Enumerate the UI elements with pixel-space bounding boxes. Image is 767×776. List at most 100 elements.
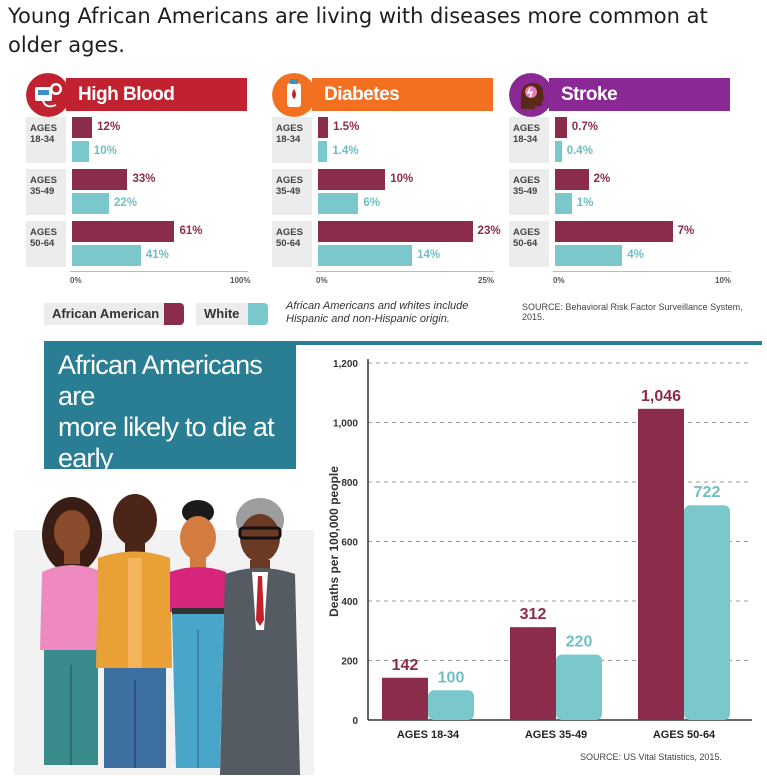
panel-title: Diabetes <box>312 78 493 111</box>
callout-line: African Americans are <box>58 350 263 411</box>
x-category-label: AGES 50-64 <box>653 729 716 741</box>
bar-white <box>428 690 474 720</box>
bar-value-label: 1.4% <box>332 145 359 157</box>
origin-note-line: Hispanic and non-Hispanic origin. <box>286 313 450 325</box>
person-woman-pink <box>40 497 104 765</box>
bar-value-label: 100 <box>438 669 465 686</box>
y-tick-label: 600 <box>341 538 358 549</box>
bar-value-label: 2% <box>593 173 611 185</box>
age-label-line: 50-64 <box>513 238 538 249</box>
x-category-label: AGES 35-49 <box>525 729 587 741</box>
panel-header: High Blood Pressure <box>26 73 247 138</box>
person-man-orange <box>96 494 172 768</box>
age-label: AGES 18-34 <box>272 117 312 163</box>
high-blood-pressure-panel: High Blood Pressure 0% 100% AGES 18-34 12%… <box>22 66 251 286</box>
bar-value-label: 23% <box>477 225 501 237</box>
bar-value-label: 220 <box>566 634 593 651</box>
bar-african-american <box>510 627 556 720</box>
bar-value-label: 14% <box>417 249 441 261</box>
bar-white <box>318 193 359 214</box>
axis-line <box>316 271 494 272</box>
bar-white <box>555 245 623 266</box>
axis-line <box>70 271 248 272</box>
panel-header: Stroke <box>509 73 730 117</box>
y-tick-label: 1,200 <box>333 359 358 370</box>
age-label-line: 35-49 <box>513 186 538 197</box>
bar-value-label: 4% <box>627 249 644 261</box>
bar-value-label: 142 <box>392 657 419 674</box>
bar-african-american <box>555 169 589 190</box>
panel-title: Stroke <box>549 78 730 111</box>
people-illustration <box>40 494 300 775</box>
age-label-line: 50-64 <box>276 238 301 249</box>
bar-white <box>72 245 141 266</box>
bar-african-american <box>638 408 684 720</box>
legend-white-swatch <box>248 303 268 325</box>
callout-box: African Americans are more likely to die… <box>44 345 296 535</box>
axis-max-label: 100% <box>230 276 251 285</box>
age-label-line: AGES <box>30 175 57 186</box>
bar-white <box>555 141 562 162</box>
bar-african-american <box>555 221 673 242</box>
age-label-line: AGES <box>513 175 540 186</box>
headline: Young African Americans are living with … <box>8 4 708 57</box>
axis-max-label: 10% <box>715 276 732 285</box>
bar-value-label: 722 <box>694 484 721 501</box>
y-tick-label: 1,000 <box>333 419 358 430</box>
age-label-line: 35-49 <box>30 186 55 197</box>
age-label-line: AGES <box>513 227 540 238</box>
callout-line: more likely to die at early <box>58 412 275 473</box>
bar-white <box>318 245 413 266</box>
origin-note-line: African Americans and whites include <box>286 300 469 312</box>
age-label-line: AGES <box>276 123 303 134</box>
person-older-man-suit <box>220 498 300 775</box>
y-tick-label: 800 <box>341 478 358 489</box>
diabetes-panel: Diabetes 0% 25% AGES 18-34 1.5% 1.4% AGES 35-… <box>268 66 501 286</box>
age-label-line: AGES <box>30 123 57 134</box>
bar-value-label: 22% <box>113 197 137 209</box>
bar-value-label: 1,046 <box>641 388 681 405</box>
panel-title: High Blood Pressure <box>66 78 247 138</box>
bar-value-label: 1% <box>576 197 594 209</box>
axis-max-label: 25% <box>478 276 495 285</box>
age-label: AGES 50-64 <box>26 221 66 267</box>
axis-min-label: 0% <box>553 276 565 285</box>
axis-min-label: 0% <box>70 276 82 285</box>
age-label-line: 18-34 <box>30 134 55 145</box>
age-label-line: 18-34 <box>276 134 301 145</box>
person-woman-magenta <box>170 500 226 768</box>
insulin-pen-icon <box>272 73 316 117</box>
bar-white <box>556 654 602 720</box>
bar-white <box>684 505 730 720</box>
age-label: AGES 35-49 <box>509 169 549 215</box>
bar-african-american <box>382 677 428 720</box>
age-label-line: 50-64 <box>30 238 55 249</box>
bar-white <box>72 193 109 214</box>
bar-value-label: 33% <box>132 173 156 185</box>
bar-white <box>72 141 89 162</box>
bar-value-label: 61% <box>179 225 203 237</box>
bar-african-american <box>318 169 386 190</box>
age-label-line: AGES <box>276 227 303 238</box>
blood-pressure-monitor-icon <box>26 73 70 117</box>
bar-value-label: 0.4% <box>566 145 593 157</box>
origin-note: African Americans and whites include His… <box>286 300 468 326</box>
bar-value-label: 10% <box>390 173 414 185</box>
bar-white <box>555 193 572 214</box>
y-tick-label: 0 <box>352 716 358 727</box>
age-label: AGES 50-64 <box>509 221 549 267</box>
bar-value-label: 312 <box>520 606 547 623</box>
legend-african-american: African American <box>44 303 170 325</box>
bar-value-label: 10% <box>93 145 117 157</box>
section-divider <box>44 341 762 345</box>
bar-white <box>318 141 328 162</box>
y-axis-label: Deaths per 100,000 people <box>327 466 341 617</box>
bar-value-label: 0.7% <box>571 121 598 133</box>
legend-african-american-swatch <box>164 303 184 325</box>
age-label-line: AGES <box>30 227 57 238</box>
bar-value-label: 12% <box>97 121 121 133</box>
age-label-line: 35-49 <box>276 186 301 197</box>
deaths-bar-chart: 0 200 400 600 800 1,000 1,200 Deaths per 100,00… <box>327 359 752 741</box>
bar-value-label: 41% <box>145 249 169 261</box>
age-label-line: AGES <box>276 175 303 186</box>
